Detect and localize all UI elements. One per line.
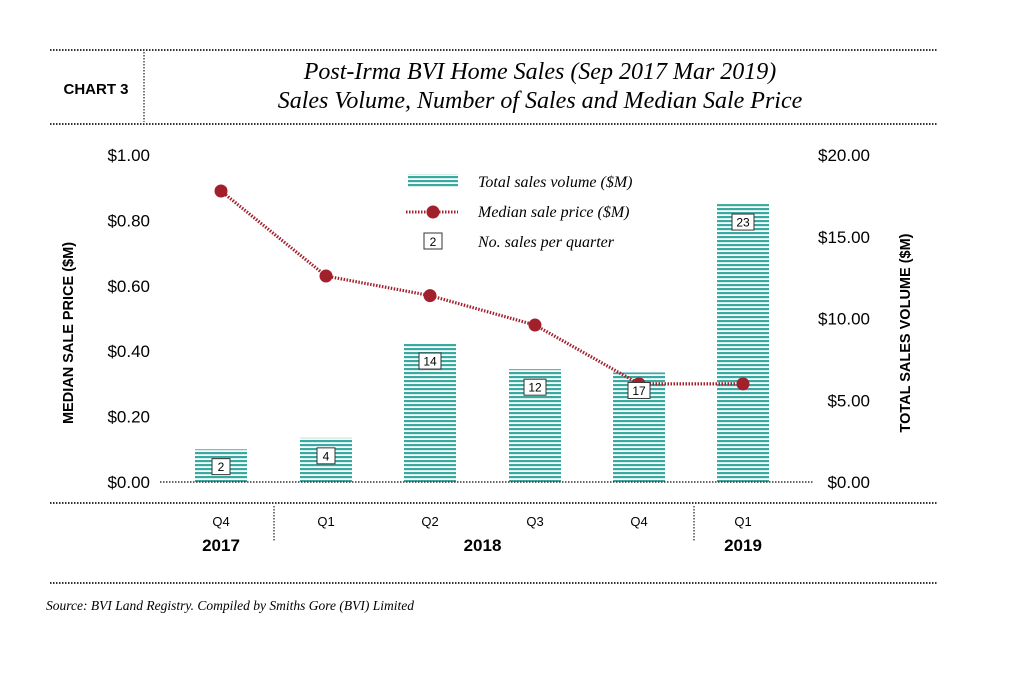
legend-price-marker — [426, 205, 440, 219]
x-tick-labels: Q4 Q1 Q2 Q3 Q4 Q1 — [212, 514, 751, 529]
left-tick-label: $0.60 — [107, 277, 150, 296]
x-tick-label: Q4 — [212, 514, 229, 529]
legend-price-label: Median sale price ($M) — [477, 204, 630, 221]
price-point — [319, 269, 333, 283]
count-box — [418, 352, 442, 370]
right-tick-label: $0.00 — [827, 473, 870, 492]
legend-count-label: No. sales per quarter — [477, 234, 615, 251]
count-label: 14 — [423, 355, 437, 369]
price-point — [736, 377, 750, 391]
right-tick-label: $10.00 — [818, 310, 870, 329]
x-tick-label: Q4 — [630, 514, 647, 529]
x-tick-label: Q1 — [734, 514, 751, 529]
left-tick-labels: $0.00 $0.20 $0.40 $0.60 $0.80 $1.00 — [107, 146, 150, 492]
legend-count-sample: 2 — [430, 235, 437, 249]
left-tick-label: $0.20 — [107, 408, 150, 427]
count-labels: 2 4 14 12 17 23 — [211, 213, 755, 476]
x-tick-label: Q3 — [526, 514, 543, 529]
count-box — [523, 378, 547, 396]
chart-subtitle: Sales Volume, Number of Sales and Median… — [278, 88, 803, 114]
count-box — [316, 447, 336, 465]
line-series — [214, 184, 750, 391]
right-tick-label: $15.00 — [818, 228, 870, 247]
price-point — [214, 184, 228, 198]
chart-label: CHART 3 — [63, 81, 128, 98]
legend-volume-swatch — [408, 174, 458, 188]
bar-series — [195, 204, 769, 483]
left-tick-label: $0.80 — [107, 211, 150, 230]
count-label: 17 — [632, 384, 646, 398]
price-point — [528, 318, 542, 332]
count-box — [627, 381, 651, 399]
year-label: 2019 — [724, 536, 762, 555]
legend: Total sales volume ($M) Median sale pric… — [406, 174, 633, 251]
price-line — [219, 189, 743, 386]
right-tick-labels: $0.00 $5.00 $10.00 $15.00 $20.00 — [818, 146, 870, 492]
year-label: 2018 — [464, 536, 502, 555]
left-tick-label: $0.00 — [107, 473, 150, 492]
left-tick-label: $0.40 — [107, 342, 150, 361]
x-tick-label: Q1 — [317, 514, 334, 529]
count-label: 2 — [218, 460, 225, 474]
count-label: 23 — [736, 216, 750, 230]
y-axis-left-label: MEDIAN SALE PRICE ($M) — [61, 242, 77, 424]
right-tick-label: $5.00 — [827, 391, 870, 410]
legend-volume-label: Total sales volume ($M) — [478, 174, 633, 191]
right-tick-label: $20.00 — [818, 146, 870, 165]
price-point — [423, 289, 437, 303]
chart-title: Post-Irma BVI Home Sales (Sep 2017 Mar 2… — [303, 59, 777, 85]
legend-count-box — [423, 232, 443, 250]
year-labels: 2017 2018 2019 — [202, 536, 762, 555]
count-label: 12 — [528, 381, 542, 395]
year-label: 2017 — [202, 536, 240, 555]
x-tick-label: Q2 — [421, 514, 438, 529]
volume-bar — [717, 204, 769, 483]
left-tick-label: $1.00 — [107, 146, 150, 165]
count-label: 4 — [323, 449, 330, 463]
count-box — [731, 213, 755, 231]
source-note: Source: BVI Land Registry. Compiled by S… — [46, 598, 414, 613]
count-box — [211, 458, 231, 476]
y-axis-right-label: TOTAL SALES VOLUME ($M) — [898, 233, 914, 432]
